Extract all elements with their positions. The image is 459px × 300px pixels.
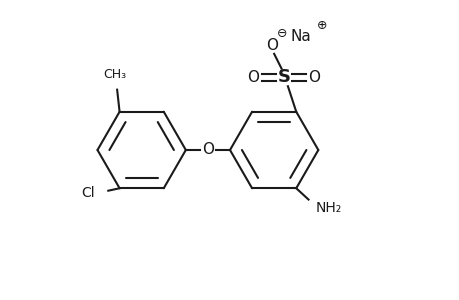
Text: O: O <box>265 38 277 53</box>
Text: Na: Na <box>290 29 311 44</box>
Text: ⊖: ⊖ <box>277 27 287 40</box>
Text: O: O <box>202 142 213 158</box>
Text: O: O <box>308 70 320 85</box>
Text: O: O <box>247 70 259 85</box>
Text: NH₂: NH₂ <box>315 201 341 215</box>
Text: Cl: Cl <box>81 186 95 200</box>
Text: S: S <box>277 68 290 86</box>
Text: ⊕: ⊕ <box>316 20 326 32</box>
Text: CH₃: CH₃ <box>103 68 126 81</box>
